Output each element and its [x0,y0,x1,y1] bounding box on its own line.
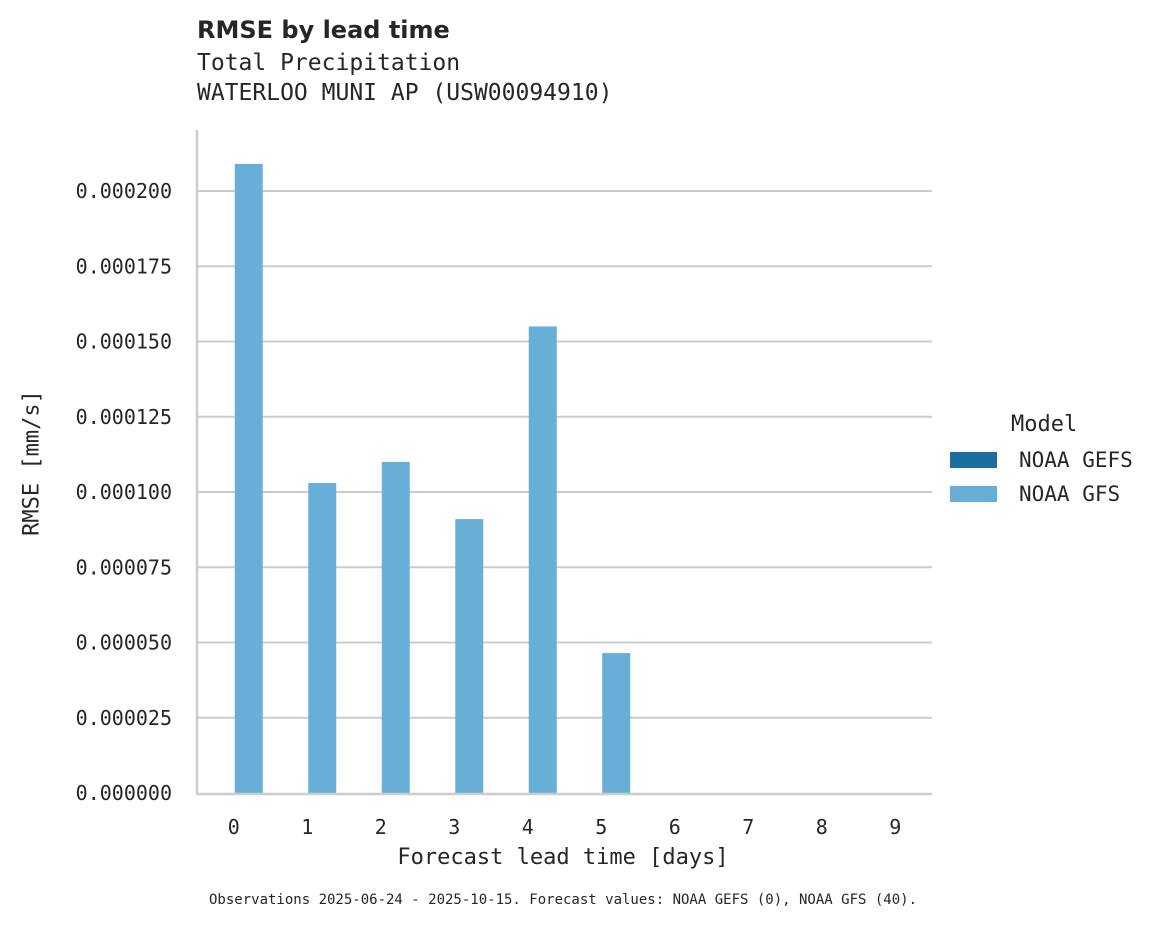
y-tick-label: 0.000100 [76,480,172,504]
chart-subtitle-station: WATERLOO MUNI AP (USW00094910) [197,80,613,106]
y-axis-label: RMSE [mm/s] [19,390,45,536]
legend-swatch-gefs [950,452,997,468]
x-tick-label: 9 [889,815,901,839]
bar-noaa-gfs-4 [528,326,557,793]
legend-label-gfs: NOAA GFS [1019,482,1121,506]
x-tick-label: 5 [595,815,607,839]
y-tick-label: 0.000150 [76,330,172,354]
x-tick-label: 4 [522,815,534,839]
y-tick-label: 0.000200 [76,179,172,203]
x-tick-label: 3 [448,815,460,839]
y-tick-label: 0.000125 [76,405,172,429]
y-tick-label: 0.000175 [76,254,172,278]
footnote: Observations 2025-06-24 - 2025-10-15. Fo… [208,892,918,908]
y-tick-label: 0.000000 [76,781,172,805]
bar-noaa-gfs-1 [308,482,337,793]
legend-label-gefs: NOAA GEFS [1019,448,1133,472]
bar-noaa-gfs-2 [381,461,410,793]
chart-title: RMSE by lead time [197,16,450,44]
legend-item-gfs: NOAA GFS [950,477,1133,511]
x-tick-label: 2 [375,815,387,839]
y-tick-label: 0.000050 [76,631,172,655]
y-tick-label: 0.000025 [76,706,172,730]
legend-swatch-gfs [950,486,997,502]
bar-noaa-gfs-5 [602,653,631,793]
bar-noaa-gfs-3 [455,519,484,793]
x-tick-label: 7 [742,815,754,839]
x-tick-label: 1 [301,815,313,839]
y-tick-label: 0.000075 [76,555,172,579]
x-axis-label: Forecast lead time [days] [397,845,729,870]
legend-title: Model [1011,412,1078,437]
legend-item-gefs: NOAA GEFS [950,443,1133,477]
x-tick-label: 6 [669,815,681,839]
legend: Model NOAA GEFS NOAA GFS [950,412,1133,511]
chart-subtitle-variable: Total Precipitation [197,50,461,76]
bar-noaa-gfs-0 [234,163,263,793]
x-tick-label: 0 [228,815,240,839]
x-tick-label: 8 [816,815,828,839]
